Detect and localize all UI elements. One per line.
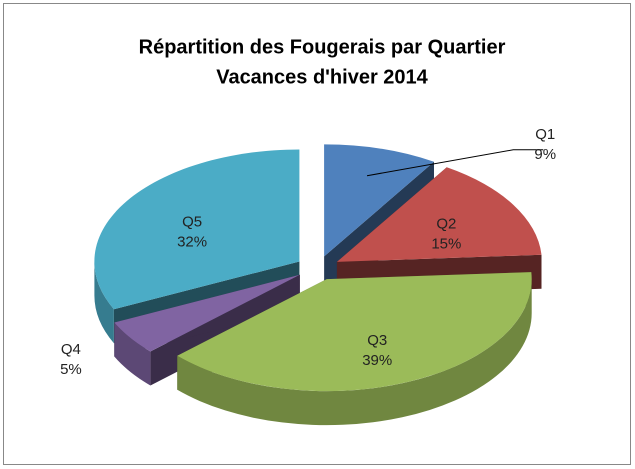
slice-value: 5% [60, 361, 82, 378]
slice-top [336, 167, 542, 262]
slice-top [114, 274, 300, 352]
slice-value: 32% [177, 233, 207, 250]
slice-category: Q2 [436, 215, 456, 232]
slice-category: Q4 [61, 341, 81, 358]
slice-top [324, 144, 434, 257]
slice-top [94, 149, 300, 310]
slice-wall [114, 322, 151, 386]
slice [177, 272, 532, 426]
chart-title: Répartition des Fougerais par Quartier [139, 36, 506, 58]
slice-wall [177, 279, 532, 426]
chart-subtitle: Vacances d'hiver 2014 [216, 66, 428, 88]
leader-line [366, 149, 544, 177]
slice-category: Q3 [367, 332, 387, 349]
slice-top [177, 272, 532, 392]
slice-value: 9% [534, 146, 556, 163]
slice-value: 15% [431, 235, 461, 252]
slice-category: Q5 [182, 213, 202, 230]
slice-category: Q1 [535, 126, 555, 143]
slice-value: 39% [362, 352, 392, 369]
slice-wall [94, 261, 114, 344]
